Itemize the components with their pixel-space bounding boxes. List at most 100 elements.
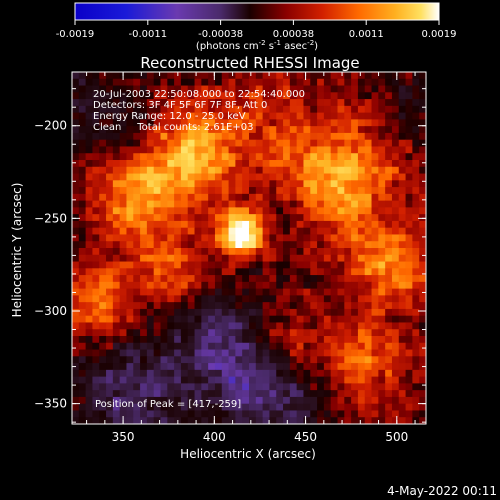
image-pixel <box>385 146 393 154</box>
image-pixel <box>194 369 202 378</box>
image-pixel <box>303 248 311 256</box>
image-pixel <box>140 363 148 371</box>
image-pixel <box>187 99 195 107</box>
image-pixel <box>296 396 304 405</box>
image-pixel <box>385 383 393 391</box>
image-pixel <box>249 342 257 350</box>
image-pixel <box>228 288 236 296</box>
image-pixel <box>289 369 298 378</box>
image-pixel <box>317 139 325 147</box>
image-pixel <box>221 369 229 378</box>
image-pixel <box>391 261 400 269</box>
image-pixel <box>269 173 277 181</box>
image-pixel <box>180 410 189 418</box>
image-pixel <box>289 234 298 242</box>
image-pixel <box>140 207 148 215</box>
image-pixel <box>412 132 420 141</box>
image-pixel <box>412 248 420 256</box>
image-pixel <box>140 329 148 337</box>
image-pixel <box>310 390 318 398</box>
image-pixel <box>112 356 121 364</box>
image-pixel <box>364 92 372 100</box>
image-pixel <box>180 234 189 242</box>
image-pixel <box>235 160 243 168</box>
image-pixel <box>160 376 168 384</box>
image-pixel <box>296 288 304 296</box>
image-pixel <box>126 126 134 134</box>
image-pixel <box>146 302 155 310</box>
image-pixel <box>371 72 379 80</box>
image-pixel <box>146 78 155 86</box>
image-pixel <box>283 92 291 100</box>
image-pixel <box>133 72 141 80</box>
image-pixel <box>371 119 379 127</box>
image-pixel <box>106 275 114 283</box>
image-pixel <box>255 322 264 330</box>
image-pixel <box>371 369 379 378</box>
image-pixel <box>112 72 121 80</box>
image-pixel <box>112 132 121 141</box>
image-pixel <box>242 383 250 391</box>
image-pixel <box>208 336 216 344</box>
image-pixel <box>99 254 107 262</box>
image-pixel <box>323 119 332 127</box>
image-pixel <box>412 376 420 384</box>
image-pixel <box>133 99 141 107</box>
image-pixel <box>289 410 298 418</box>
image-pixel <box>119 99 127 107</box>
image-pixel <box>119 363 127 371</box>
image-pixel <box>269 329 277 337</box>
image-pixel <box>85 390 93 398</box>
image-pixel <box>201 146 209 154</box>
image-pixel <box>330 369 338 378</box>
image-pixel <box>337 214 345 222</box>
image-pixel <box>330 99 338 107</box>
image-pixel <box>167 187 175 195</box>
image-pixel <box>85 268 93 276</box>
image-pixel <box>242 403 250 411</box>
image-pixel <box>364 173 372 181</box>
image-pixel <box>106 200 114 208</box>
image-pixel <box>378 146 386 154</box>
image-pixel <box>317 166 325 174</box>
image-pixel <box>242 166 250 174</box>
image-pixel <box>412 383 420 391</box>
image-pixel <box>201 417 209 425</box>
image-pixel <box>187 180 195 188</box>
image-pixel <box>126 295 134 303</box>
image-pixel <box>174 227 182 235</box>
image-pixel <box>289 166 298 174</box>
image-pixel <box>187 132 195 141</box>
image-pixel <box>228 275 236 283</box>
image-pixel <box>72 139 80 147</box>
image-pixel <box>378 166 386 174</box>
image-pixel <box>303 410 311 418</box>
image-pixel <box>228 376 236 384</box>
image-pixel <box>126 200 134 208</box>
image-pixel <box>228 356 236 364</box>
image-pixel <box>174 281 182 290</box>
image-pixel <box>221 200 229 208</box>
image-pixel <box>180 342 189 350</box>
image-pixel <box>255 132 264 141</box>
image-pixel <box>364 403 372 411</box>
image-pixel <box>228 92 236 100</box>
image-pixel <box>337 234 345 242</box>
image-pixel <box>337 268 345 276</box>
image-pixel <box>221 214 229 222</box>
image-pixel <box>391 308 400 317</box>
image-pixel <box>398 126 406 134</box>
image-pixel <box>262 187 270 195</box>
image-pixel <box>228 336 236 344</box>
image-pixel <box>146 139 155 147</box>
image-pixel <box>174 356 182 364</box>
image-pixel <box>276 234 284 242</box>
image-pixel <box>323 92 332 100</box>
image-pixel <box>72 227 80 235</box>
image-pixel <box>167 166 175 174</box>
image-pixel <box>405 261 413 269</box>
colorbar-tick-label: -0.00038 <box>198 29 243 40</box>
image-pixel <box>276 160 284 168</box>
image-pixel <box>378 126 386 134</box>
image-pixel <box>310 417 318 425</box>
